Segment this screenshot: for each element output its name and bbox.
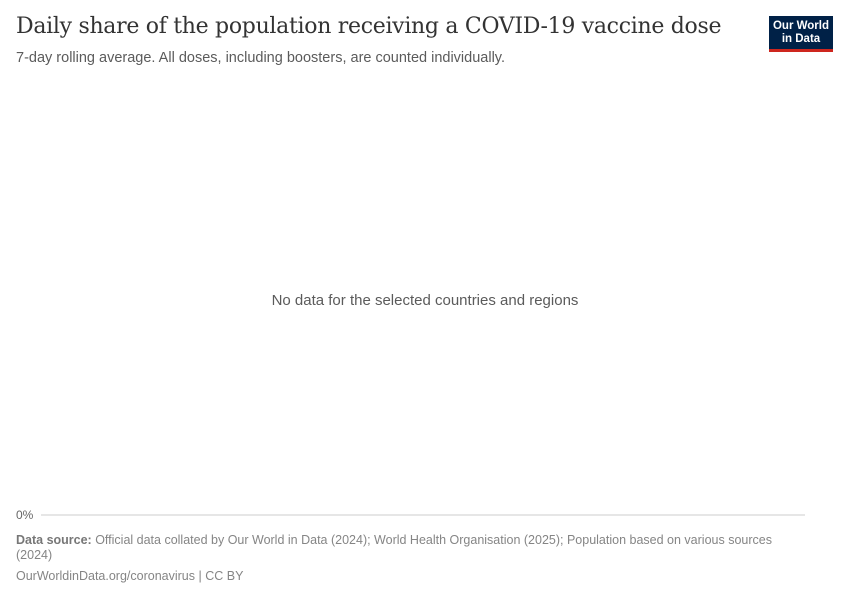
data-source: Data source: Official data collated by O… — [16, 533, 806, 563]
chart-title: Daily share of the population receiving … — [16, 14, 722, 39]
no-data-message: No data for the selected countries and r… — [271, 292, 579, 309]
owid-logo[interactable]: Our World in Data — [769, 16, 833, 52]
source-label: Data source: — [16, 533, 92, 547]
url-license[interactable]: OurWorldinData.org/coronavirus | CC BY — [16, 569, 244, 583]
y-axis: 0% — [16, 508, 805, 522]
chart-subtitle: 7-day rolling average. All doses, includ… — [16, 50, 505, 66]
source-text: Official data collated by Our World in D… — [16, 533, 772, 562]
y-tick-label: 0% — [16, 508, 34, 522]
